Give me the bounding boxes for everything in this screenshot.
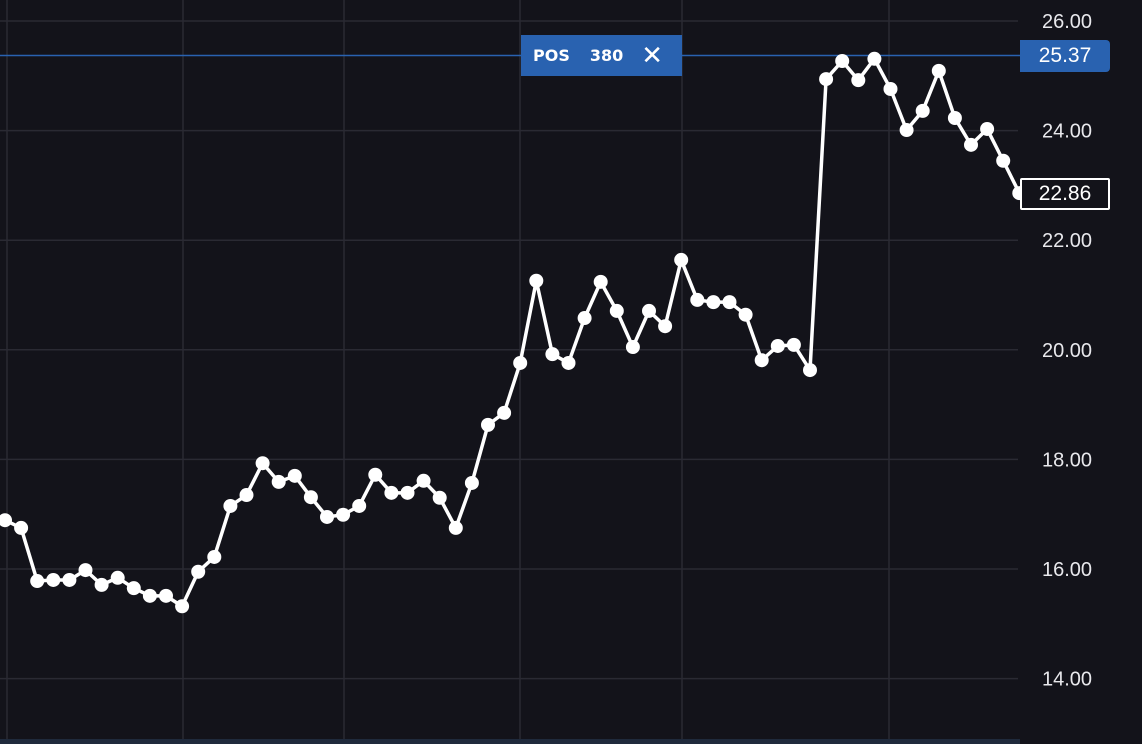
data-point	[352, 498, 367, 513]
data-point	[336, 507, 351, 522]
y-tick-label: 16.00	[1042, 559, 1092, 581]
data-point	[642, 303, 656, 318]
data-point	[931, 63, 946, 78]
data-point	[400, 485, 415, 500]
data-point	[497, 405, 512, 420]
data-point	[207, 549, 222, 564]
y-tick-label: 26.00	[1042, 11, 1092, 33]
y-tick-label: 20.00	[1042, 340, 1092, 362]
data-point	[303, 490, 318, 505]
data-point	[690, 292, 705, 307]
data-point	[110, 570, 125, 585]
y-tick-label: 14.00	[1042, 669, 1092, 691]
data-point	[384, 485, 399, 500]
data-point	[964, 137, 978, 152]
data-point	[159, 588, 173, 603]
y-tick-label: 24.00	[1042, 121, 1092, 143]
data-point	[770, 338, 785, 353]
data-point	[255, 456, 270, 471]
data-point	[416, 473, 431, 488]
data-point	[142, 588, 157, 603]
data-point	[126, 581, 141, 596]
data-point	[577, 311, 592, 326]
data-point	[786, 337, 801, 352]
data-point	[368, 467, 383, 482]
data-point	[191, 564, 206, 579]
data-point	[561, 355, 576, 370]
y-tick-label: 18.00	[1042, 449, 1092, 471]
data-point	[738, 307, 753, 322]
position-badge[interactable]: POS 380 ✕	[521, 35, 682, 76]
time-axis-bar	[0, 739, 1020, 744]
data-point	[706, 295, 721, 310]
data-point	[432, 490, 447, 505]
data-point	[78, 563, 93, 578]
price-line	[4, 57, 1021, 609]
data-point	[674, 252, 689, 267]
data-point	[867, 51, 882, 66]
data-point	[0, 513, 12, 528]
data-point	[320, 509, 334, 524]
data-point	[46, 572, 61, 587]
data-point	[851, 73, 866, 88]
position-quantity: 380	[589, 46, 624, 65]
data-point	[883, 81, 898, 96]
data-point	[62, 572, 77, 587]
data-point	[899, 123, 914, 138]
data-point	[271, 474, 286, 489]
close-icon[interactable]: ✕	[641, 40, 664, 71]
data-point	[947, 110, 962, 125]
data-point	[30, 574, 45, 589]
data-point	[996, 153, 1011, 168]
data-point	[915, 103, 930, 118]
data-point	[239, 488, 254, 503]
data-point	[835, 54, 850, 69]
data-point	[980, 121, 995, 136]
data-point	[609, 303, 624, 318]
data-point	[223, 498, 238, 513]
data-point	[722, 295, 737, 310]
data-point	[175, 599, 190, 614]
position-label: POS	[533, 46, 570, 65]
data-point	[464, 475, 479, 490]
data-point	[593, 274, 608, 289]
data-point	[754, 353, 769, 368]
last-price-label: 22.86	[1020, 178, 1110, 210]
y-tick-label: 22.00	[1042, 230, 1092, 252]
data-point	[803, 363, 817, 378]
data-point	[94, 577, 109, 592]
data-point	[287, 468, 302, 483]
data-point	[545, 347, 560, 362]
data-point	[481, 417, 495, 432]
position-price-label: 25.37	[1020, 40, 1110, 72]
data-point	[513, 355, 528, 370]
data-point	[625, 340, 640, 355]
data-point	[448, 520, 463, 535]
data-point	[819, 72, 834, 87]
data-point	[14, 520, 29, 535]
data-point	[529, 273, 544, 288]
data-point	[658, 319, 673, 334]
